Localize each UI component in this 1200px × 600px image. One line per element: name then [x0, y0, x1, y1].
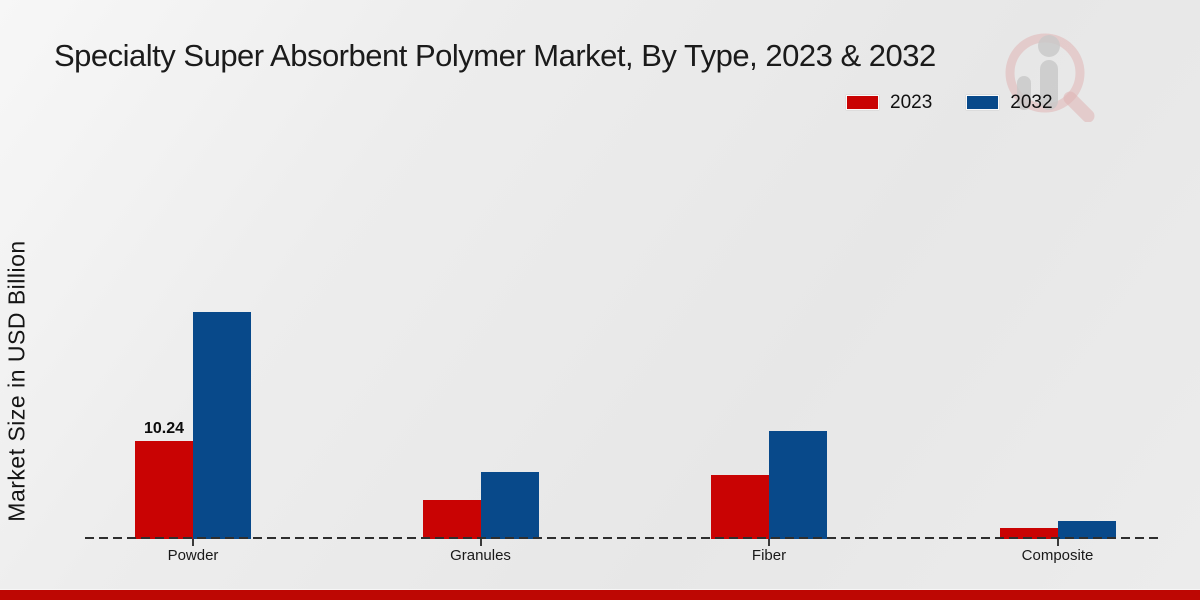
x-axis-tick: [768, 539, 770, 546]
legend-item-2023: 2023: [846, 93, 932, 112]
bar-fiber-2032: [769, 431, 827, 539]
bar-granules-2032: [480, 472, 539, 539]
x-axis-tick: [1056, 539, 1059, 546]
category-label-fiber: Fiber: [751, 547, 787, 564]
bar-value-label: 10.24: [143, 420, 185, 438]
legend-label-2032: 2032: [1010, 92, 1053, 113]
legend-label-2023: 2023: [890, 92, 933, 113]
bar-person-icon: [1017, 35, 1060, 110]
x-axis-baseline: [85, 537, 1163, 539]
bar-powder-2023: [135, 441, 193, 539]
bar-composite-2032: [1057, 521, 1116, 539]
legend: 2023 2032: [846, 93, 1053, 112]
x-axis-tick: [192, 539, 194, 546]
legend-swatch-2023: [846, 95, 879, 110]
bar-granules-2023: [422, 500, 481, 539]
chart-title: Specialty Super Absorbent Polymer Market…: [54, 38, 936, 73]
bar-powder-2032: [193, 312, 251, 539]
category-label-composite: Composite: [1021, 547, 1094, 564]
category-label-powder: Powder: [167, 547, 219, 564]
footer-accent-bar: [0, 590, 1200, 600]
watermark-logo: [1005, 33, 1095, 122]
legend-swatch-2032: [966, 95, 1000, 110]
legend-item-2032: 2032: [966, 92, 1053, 113]
x-axis-tick: [479, 539, 482, 546]
bar-composite-2023: [999, 528, 1058, 539]
y-axis-label: Market Size in USD Billion: [3, 240, 30, 522]
category-label-granules: Granules: [450, 547, 511, 564]
bar-fiber-2023: [711, 475, 769, 539]
